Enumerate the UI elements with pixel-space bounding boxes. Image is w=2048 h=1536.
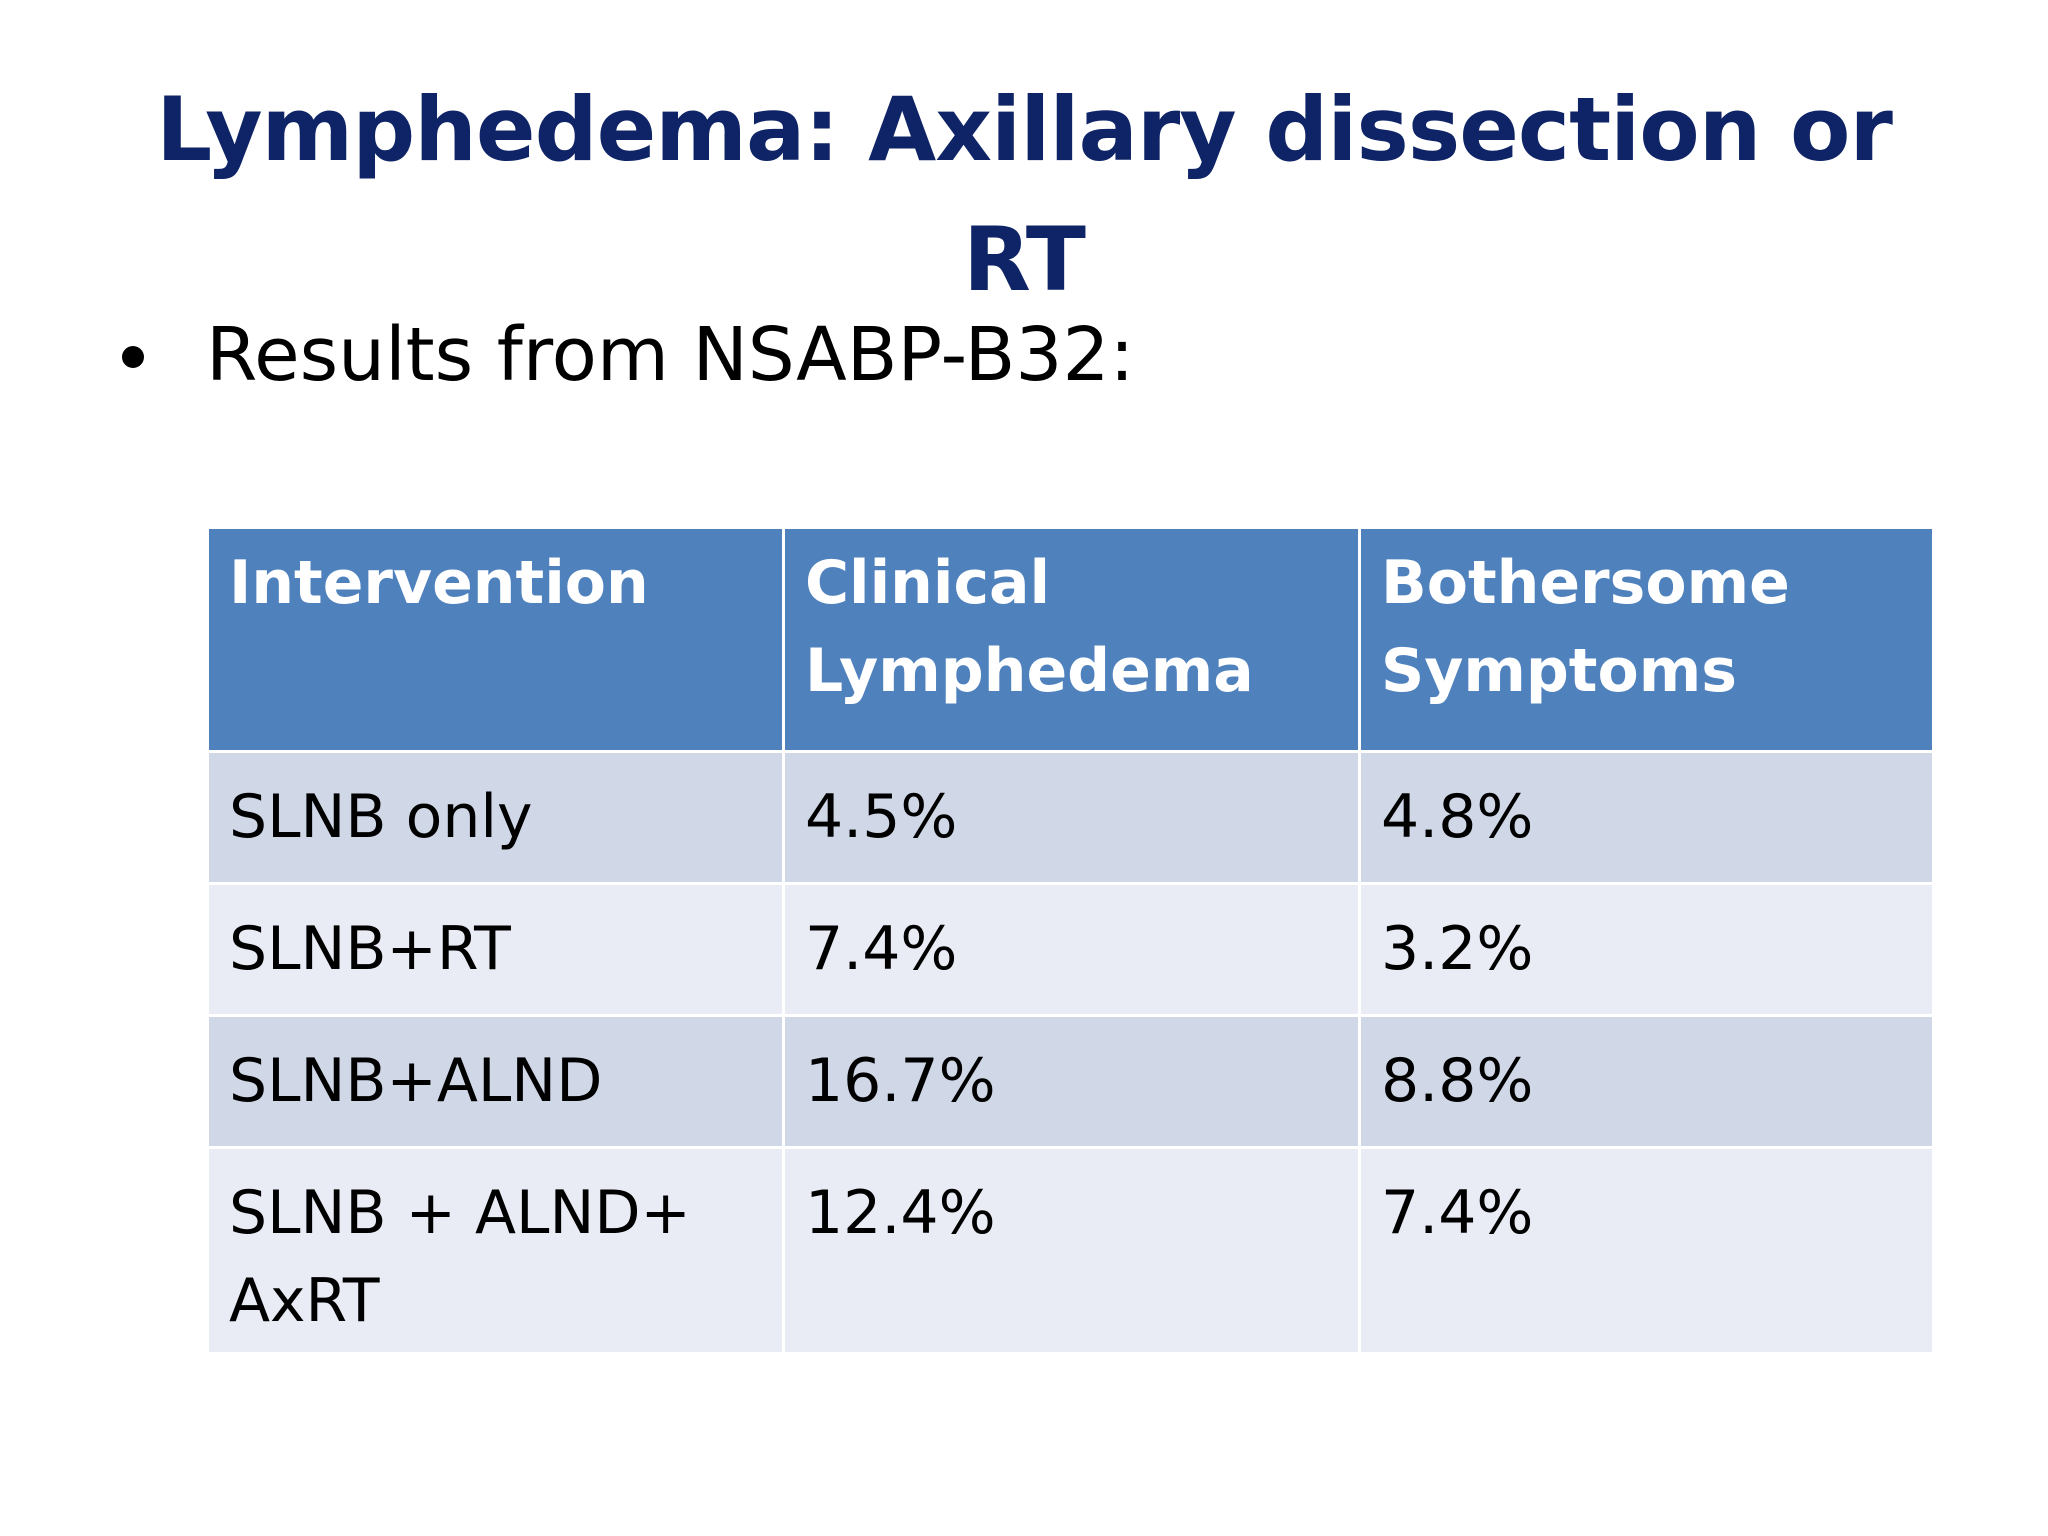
bullet-dot-icon [122,346,144,368]
cell-clinical-lymphedema: 12.4% [784,1148,1360,1354]
bullet-text: Results from NSABP-B32: [206,312,1134,398]
table-row: SLNB+ALND 16.7% 8.8% [208,1016,1934,1148]
cell-bothersome-symptoms: 8.8% [1360,1016,1934,1148]
table-row: SLNB+RT 7.4% 3.2% [208,884,1934,1016]
cell-clinical-lymphedema: 7.4% [784,884,1360,1016]
cell-intervention: SLNB + ALND+ AxRT [208,1148,784,1354]
cell-intervention: SLNB+ALND [208,1016,784,1148]
cell-intervention: SLNB+RT [208,884,784,1016]
bullet-item: Results from NSABP-B32: [122,300,1134,410]
header-bothersome-symptoms: Bothersome Symptoms [1360,528,1934,752]
slide-title-line-1: Lymphedema: Axillary dissection or [0,65,2048,195]
header-clinical-lymphedema: Clinical Lymphedema [784,528,1360,752]
table-header-row: Intervention Clinical Lymphedema Bothers… [208,528,1934,752]
slide-title: Lymphedema: Axillary dissection or RT [0,65,2048,325]
table-row: SLNB + ALND+ AxRT 12.4% 7.4% [208,1148,1934,1354]
results-table: Intervention Clinical Lymphedema Bothers… [206,526,1935,1355]
cell-bothersome-symptoms: 4.8% [1360,752,1934,884]
header-intervention: Intervention [208,528,784,752]
cell-intervention: SLNB only [208,752,784,884]
cell-clinical-lymphedema: 16.7% [784,1016,1360,1148]
cell-bothersome-symptoms: 3.2% [1360,884,1934,1016]
table-row: SLNB only 4.5% 4.8% [208,752,1934,884]
cell-bothersome-symptoms: 7.4% [1360,1148,1934,1354]
cell-clinical-lymphedema: 4.5% [784,752,1360,884]
